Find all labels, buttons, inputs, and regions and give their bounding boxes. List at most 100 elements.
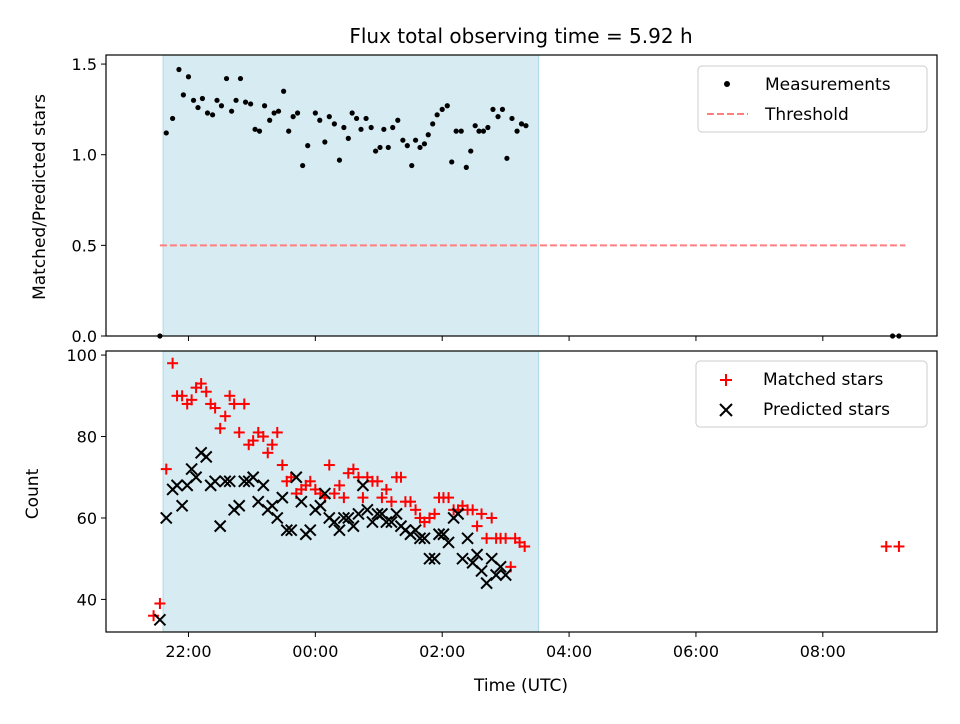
measurement-point	[412, 137, 419, 143]
predicted-star-point	[470, 548, 484, 561]
matched-star-point	[476, 508, 488, 520]
predicted-star-point	[189, 471, 203, 484]
matched-star-point	[304, 475, 316, 487]
measurement-point	[209, 112, 216, 118]
measurement-point	[271, 110, 277, 116]
predicted-star-point	[246, 471, 260, 484]
measurement-point	[267, 117, 273, 123]
matched-star-point	[167, 357, 179, 369]
measurement-point	[404, 143, 410, 149]
ratio-points	[157, 66, 902, 339]
measurement-point	[300, 162, 306, 169]
predicted-star-point	[423, 552, 436, 565]
count-panel: 40 60 80 100 22:00 00:00 02:00 04:00 06:00 08:00…	[23, 346, 938, 696]
y-tick-label: 0.0	[72, 327, 97, 346]
legend-measurements-label: Measurements	[765, 75, 891, 95]
matched-star-point	[385, 496, 397, 508]
predicted-star-point	[499, 568, 512, 582]
measurement-point	[449, 159, 455, 165]
measurement-point	[331, 121, 337, 127]
legend-matched-label: Matched stars	[763, 370, 883, 390]
measurement-point	[363, 115, 369, 122]
predicted-star-point	[356, 479, 370, 492]
matched-star-point	[266, 439, 278, 451]
predicted-star-point	[285, 523, 298, 537]
measurement-point	[349, 110, 355, 116]
measurement-point	[190, 97, 197, 103]
measurement-point	[490, 106, 496, 112]
y-tick-label: 1.5	[72, 55, 97, 74]
matched-star-point	[186, 394, 198, 406]
predicted-star-point	[361, 503, 374, 517]
matched-star-point	[262, 447, 274, 459]
matched-star-point	[247, 435, 259, 447]
y-tick-label: 1.0	[72, 146, 97, 165]
y-tick-label: 80	[77, 428, 97, 447]
matched-star-point	[500, 532, 512, 544]
measurement-point	[439, 106, 445, 112]
measurement-point	[180, 92, 186, 98]
matched-star-point	[338, 492, 350, 504]
measurement-point	[261, 103, 268, 109]
ratio-legend-box	[697, 65, 928, 133]
matched-star-point	[519, 540, 531, 552]
predicted-star-point	[185, 462, 198, 476]
measurement-point	[495, 114, 501, 120]
count-legend: Matched stars Predicted stars	[695, 360, 928, 428]
ratio-y-label: Matched/Predicted stars	[30, 94, 50, 300]
ratio-x-ticks	[187, 336, 824, 341]
measurement-point	[322, 139, 328, 145]
matched-star-point	[357, 492, 369, 504]
measurement-point	[248, 101, 254, 107]
predicted-star-point	[233, 499, 246, 512]
measurement-point	[421, 141, 428, 147]
x-tick-label: 02:00	[419, 642, 465, 661]
legend-predicted-label: Predicted stars	[763, 400, 890, 420]
predicted-star-point	[456, 552, 469, 565]
legend-predicted-marker	[719, 403, 733, 417]
measurement-point	[170, 115, 176, 122]
matched-star-point	[271, 426, 283, 438]
measurement-point	[463, 164, 469, 170]
matched-star-point	[486, 512, 498, 524]
matched-star-point	[404, 496, 416, 508]
predicted-star-point	[295, 495, 308, 508]
measurement-point	[199, 95, 206, 102]
measurement-point	[312, 110, 318, 116]
measurement-point	[317, 117, 323, 123]
matched-star-point	[347, 463, 359, 475]
measurement-point	[163, 130, 169, 136]
predicted-star-point	[437, 528, 450, 541]
measurement-point	[504, 155, 510, 161]
measurement-point	[341, 124, 347, 131]
matched-star-point	[376, 492, 388, 504]
measurement-point	[385, 144, 391, 151]
predicted-star-point	[451, 507, 465, 521]
count-legend-box	[695, 360, 928, 428]
predicted-star-point	[213, 519, 227, 533]
measurement-point	[381, 126, 387, 132]
predicted-star-point	[271, 511, 284, 525]
measurement-point	[229, 108, 235, 114]
chart-title: Flux total observing time = 5.92 h	[349, 24, 692, 48]
measurement-point	[395, 117, 401, 123]
matched-star-point	[209, 402, 221, 414]
matched-star-point	[224, 390, 236, 402]
measurement-point	[430, 121, 436, 127]
matched-star-point	[238, 398, 250, 410]
measurement-point	[458, 128, 464, 134]
predicted-star-point	[314, 499, 327, 512]
predicted-star-point	[413, 532, 427, 545]
count-panel-frame	[105, 350, 938, 633]
legend-measurements-marker	[724, 81, 730, 87]
matched-star-point	[214, 422, 226, 434]
measurement-point	[218, 103, 225, 109]
x-tick-label: 04:00	[546, 642, 592, 661]
predicted-star-point	[475, 564, 488, 578]
predicted-star-point	[461, 532, 474, 545]
measurement-point	[368, 124, 374, 131]
measurement-point	[409, 162, 415, 169]
y-tick-label: 40	[77, 590, 97, 609]
measurement-point	[214, 97, 220, 103]
